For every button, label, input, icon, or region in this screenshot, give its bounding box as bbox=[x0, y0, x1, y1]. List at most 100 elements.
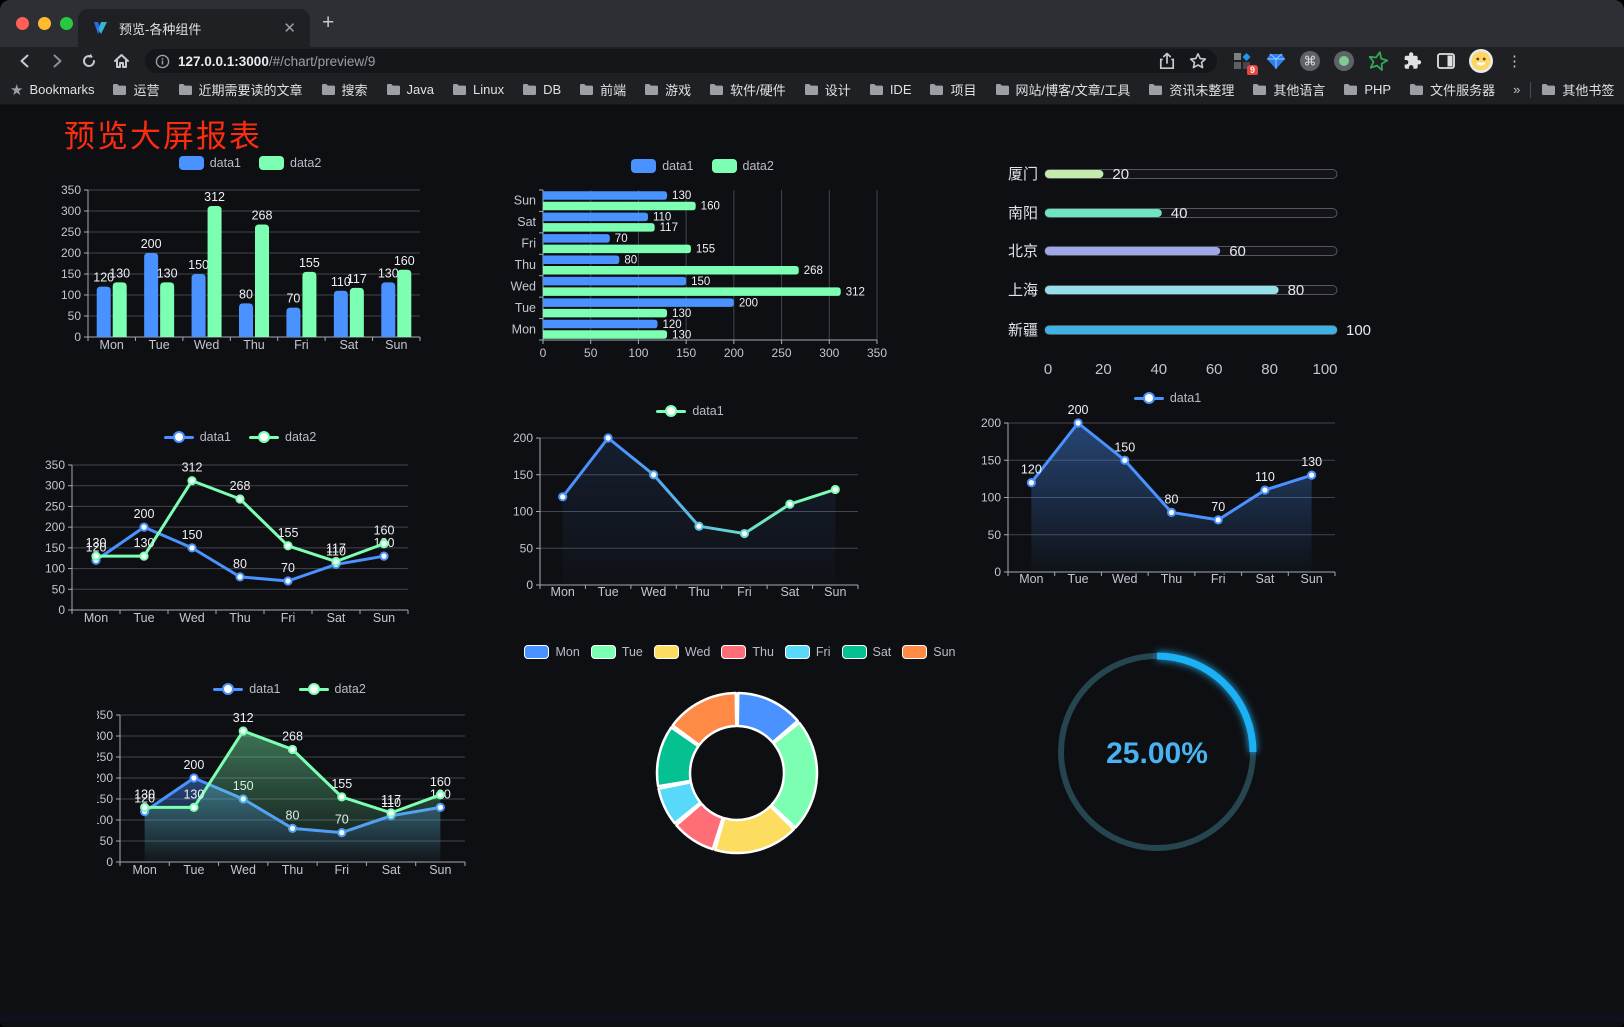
page-title: 预览大屏报表 bbox=[64, 119, 262, 154]
donut-chart[interactable]: Mon Tue Wed Thu Fri Sat Sun bbox=[524, 635, 956, 875]
profile-avatar[interactable] bbox=[1469, 49, 1493, 73]
svg-text:Tue: Tue bbox=[1068, 572, 1089, 586]
tab-title: 预览-各种组件 bbox=[119, 21, 202, 37]
legend-item[interactable]: data2 bbox=[259, 156, 321, 170]
zoom-window-button[interactable] bbox=[60, 17, 73, 30]
bookmark-folder[interactable]: 其他语言 bbox=[1252, 80, 1325, 99]
legend-item[interactable]: data2 bbox=[249, 430, 316, 444]
legend-item[interactable]: data1 bbox=[163, 430, 231, 444]
bookmark-folder[interactable]: Linux bbox=[452, 82, 504, 97]
svg-text:200: 200 bbox=[739, 297, 758, 309]
svg-text:130: 130 bbox=[157, 266, 178, 280]
svg-text:150: 150 bbox=[676, 346, 696, 360]
svg-text:Thu: Thu bbox=[688, 585, 710, 599]
legend-item[interactable]: data1 bbox=[1133, 391, 1201, 405]
extensions-puzzle-icon[interactable] bbox=[1401, 50, 1423, 72]
progress-bar-chart[interactable]: 厦门 20 南阳 40 北京 60 上海 80 新疆 100 0 20 40 60 80 100 bbox=[990, 155, 1380, 385]
svg-text:100: 100 bbox=[628, 346, 648, 360]
green-star-extension-icon[interactable] bbox=[1367, 50, 1389, 72]
svg-text:50: 50 bbox=[52, 582, 66, 596]
command-extension-icon[interactable]: ⌘ bbox=[1299, 50, 1321, 72]
legend-item[interactable]: data1 bbox=[213, 682, 281, 696]
horizontal-bar-chart[interactable]: data1 data2 0 50 100 150 200 250 300 350 Sun 130 160… bbox=[505, 150, 900, 372]
svg-text:Tue: Tue bbox=[515, 301, 536, 315]
legend-item[interactable]: data1 bbox=[178, 156, 241, 170]
svg-text:Fri: Fri bbox=[521, 237, 536, 251]
legend-item[interactable]: data1 bbox=[656, 404, 724, 418]
bookmark-folder[interactable]: 软件/硬件 bbox=[709, 80, 786, 99]
svg-text:Sun: Sun bbox=[429, 863, 451, 877]
bookmark-folder[interactable]: PHP bbox=[1343, 82, 1391, 97]
forward-button[interactable] bbox=[48, 52, 66, 70]
bookmark-folder[interactable]: 近期需要读的文章 bbox=[178, 80, 303, 99]
bookmarks-manager[interactable]: ★ Bookmarks bbox=[10, 81, 94, 99]
bookmark-folder[interactable]: 项目 bbox=[929, 80, 977, 99]
tab-groups-extension-icon[interactable]: 9 bbox=[1231, 50, 1258, 76]
folder-icon bbox=[113, 84, 127, 95]
svg-text:150: 150 bbox=[1114, 440, 1135, 454]
svg-text:130: 130 bbox=[86, 536, 107, 550]
svg-text:0: 0 bbox=[1044, 361, 1052, 378]
legend-item[interactable]: Wed bbox=[653, 645, 710, 659]
browser-tab[interactable]: 预览-各种组件 ✕ bbox=[78, 9, 310, 47]
bookmarks-label: Bookmarks bbox=[29, 82, 95, 97]
share-icon[interactable] bbox=[1159, 52, 1175, 70]
area-chart-two-series[interactable]: data1 data2 0 50 100 150 200 250 300 350 Mon Tue Wed… bbox=[97, 675, 482, 890]
svg-text:0: 0 bbox=[58, 603, 65, 617]
reload-button[interactable] bbox=[80, 52, 98, 70]
svg-text:130: 130 bbox=[378, 266, 399, 280]
gauge-chart[interactable]: 25.00% bbox=[1040, 640, 1275, 875]
legend-item[interactable]: data1 bbox=[631, 159, 694, 173]
record-extension-icon[interactable] bbox=[1333, 50, 1355, 72]
gem-extension-icon[interactable] bbox=[1265, 50, 1287, 72]
bookmark-star-icon[interactable] bbox=[1189, 52, 1207, 70]
svg-text:130: 130 bbox=[672, 190, 691, 202]
svg-text:20: 20 bbox=[1112, 166, 1129, 183]
url-bar[interactable]: 127.0.0.1:3000/#/chart/preview/9 bbox=[145, 49, 1217, 73]
svg-text:100: 100 bbox=[981, 491, 1001, 505]
svg-text:Mon: Mon bbox=[84, 611, 108, 625]
back-button[interactable] bbox=[16, 52, 34, 70]
sidebar-icon[interactable] bbox=[1435, 50, 1457, 72]
legend-item[interactable]: Sat bbox=[841, 645, 891, 659]
browser-menu-icon[interactable]: ⋮ bbox=[1507, 53, 1522, 70]
svg-text:50: 50 bbox=[520, 541, 534, 555]
svg-text:厦门: 厦门 bbox=[1008, 166, 1038, 183]
legend-item[interactable]: data2 bbox=[711, 159, 774, 173]
legend-item[interactable]: Fri bbox=[784, 645, 831, 659]
bookmark-folder[interactable]: 设计 bbox=[804, 80, 851, 99]
bookmark-folder[interactable]: 网站/博客/文章/工具 bbox=[995, 80, 1130, 99]
bookmark-folder[interactable]: IDE bbox=[869, 82, 911, 97]
bookmark-folder[interactable]: DB bbox=[522, 82, 561, 97]
svg-text:Sat: Sat bbox=[1256, 572, 1275, 586]
svg-text:200: 200 bbox=[183, 758, 204, 772]
site-info-icon[interactable] bbox=[155, 54, 170, 69]
legend-item[interactable]: Sun bbox=[902, 645, 956, 659]
legend-item[interactable]: Tue bbox=[590, 645, 643, 659]
close-window-button[interactable] bbox=[16, 17, 29, 30]
bookmark-folder[interactable]: 文件服务器 bbox=[1409, 80, 1495, 99]
bookmark-folder[interactable]: 前端 bbox=[579, 80, 626, 99]
tab-close-icon[interactable]: ✕ bbox=[283, 20, 296, 37]
legend-item[interactable]: data2 bbox=[298, 682, 366, 696]
other-bookmarks-button[interactable]: 其他书签 bbox=[1541, 80, 1614, 99]
line-chart-two-series[interactable]: data1 data2 0 50 100 150 200 250 300 350 Mon Tue Wed… bbox=[40, 425, 440, 640]
bookmarks-overflow-button[interactable]: » bbox=[1513, 82, 1521, 97]
svg-text:312: 312 bbox=[182, 461, 203, 475]
line-chart-gradient[interactable]: data1 0 50 100 150 200 Mon Tue Wed Thu Fri Sat Sun bbox=[495, 398, 885, 613]
bookmark-folder[interactable]: 搜索 bbox=[321, 80, 368, 99]
area-chart-single[interactable]: data1 0 50 100 150 200 Mon Tue Wed Thu Fri Sat Sun 12… bbox=[975, 385, 1360, 600]
minimize-window-button[interactable] bbox=[38, 17, 51, 30]
bookmark-folder[interactable]: 运营 bbox=[112, 80, 160, 99]
legend-item[interactable]: Mon bbox=[524, 645, 580, 659]
svg-text:Sat: Sat bbox=[327, 611, 346, 625]
legend-item[interactable]: Thu bbox=[721, 645, 774, 659]
bookmark-folder[interactable]: Java bbox=[386, 82, 434, 97]
bookmark-folder[interactable]: 资讯未整理 bbox=[1148, 80, 1234, 99]
svg-text:新疆: 新疆 bbox=[1008, 322, 1038, 339]
home-button[interactable] bbox=[112, 52, 131, 70]
bar-chart[interactable]: data1 data2 0 50 100 150 200 250 300 350 Mon Tue Wed… bbox=[40, 150, 460, 365]
bookmark-folder[interactable]: 游戏 bbox=[644, 80, 691, 99]
new-tab-button[interactable]: + bbox=[322, 11, 335, 34]
browser-toolbar: 127.0.0.1:3000/#/chart/preview/9 9 ⌘ bbox=[0, 47, 1624, 76]
